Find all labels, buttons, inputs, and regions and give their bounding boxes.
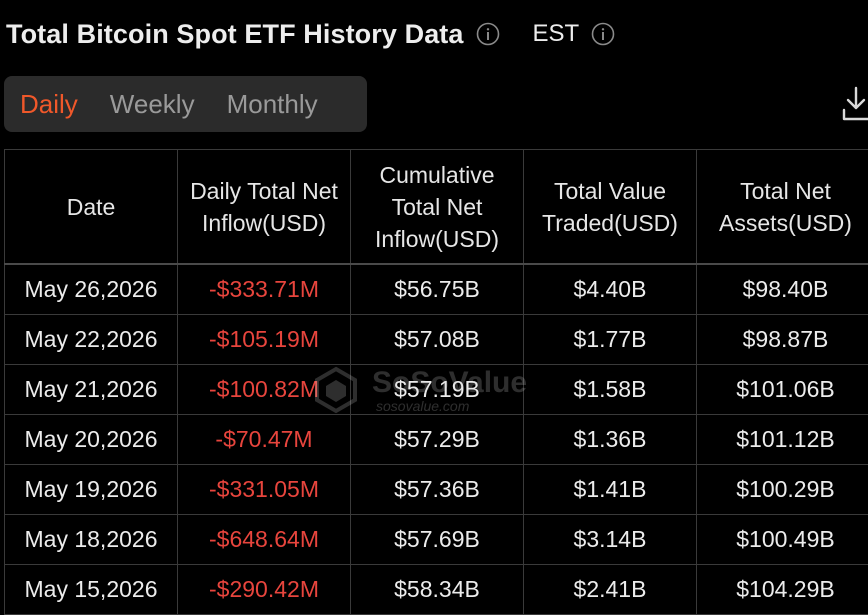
timezone-info-icon[interactable] bbox=[591, 22, 615, 46]
column-header-date: Date bbox=[5, 150, 178, 265]
info-icon[interactable] bbox=[476, 22, 500, 46]
total-value-traded-cell: $1.58B bbox=[524, 365, 697, 415]
total-net-assets-cell: $100.49B bbox=[697, 515, 868, 565]
total-net-assets-cell: $104.29B bbox=[697, 565, 868, 615]
total-value-traded-cell: $1.41B bbox=[524, 465, 697, 515]
cumulative-net-inflow-cell: $57.36B bbox=[351, 465, 524, 515]
table-row: May 22,2026 -$105.19M $57.08B $1.77B $98… bbox=[5, 315, 868, 365]
cumulative-net-inflow-cell: $57.69B bbox=[351, 515, 524, 565]
table-header-row: Date Daily Total Net Inflow(USD) Cumulat… bbox=[5, 150, 868, 265]
date-cell: May 21,2026 bbox=[5, 365, 178, 415]
total-net-assets-cell: $98.40B bbox=[697, 264, 868, 315]
page-title: Total Bitcoin Spot ETF History Data bbox=[6, 19, 464, 50]
daily-net-inflow-cell: -$100.82M bbox=[178, 365, 351, 415]
daily-net-inflow-cell: -$70.47M bbox=[178, 415, 351, 465]
daily-net-inflow-cell: -$648.64M bbox=[178, 515, 351, 565]
total-net-assets-cell: $101.12B bbox=[697, 415, 868, 465]
cumulative-net-inflow-cell: $57.19B bbox=[351, 365, 524, 415]
total-value-traded-cell: $4.40B bbox=[524, 264, 697, 315]
table-row: May 20,2026 -$70.47M $57.29B $1.36B $101… bbox=[5, 415, 868, 465]
etf-history-table: Date Daily Total Net Inflow(USD) Cumulat… bbox=[4, 149, 868, 615]
table-row: May 15,2026 -$290.42M $58.34B $2.41B $10… bbox=[5, 565, 868, 615]
daily-net-inflow-cell: -$105.19M bbox=[178, 315, 351, 365]
tab-weekly[interactable]: Weekly bbox=[94, 89, 211, 120]
date-cell: May 26,2026 bbox=[5, 264, 178, 315]
column-header-total-value-traded: Total Value Traded(USD) bbox=[524, 150, 697, 265]
cumulative-net-inflow-cell: $57.29B bbox=[351, 415, 524, 465]
total-value-traded-cell: $1.36B bbox=[524, 415, 697, 465]
table-row: May 21,2026 -$100.82M $57.19B $1.58B $10… bbox=[5, 365, 868, 415]
date-cell: May 15,2026 bbox=[5, 565, 178, 615]
column-header-daily-net-inflow: Daily Total Net Inflow(USD) bbox=[178, 150, 351, 265]
total-net-assets-cell: $98.87B bbox=[697, 315, 868, 365]
table-row: May 19,2026 -$331.05M $57.36B $1.41B $10… bbox=[5, 465, 868, 515]
date-cell: May 19,2026 bbox=[5, 465, 178, 515]
total-value-traded-cell: $1.77B bbox=[524, 315, 697, 365]
cumulative-net-inflow-cell: $58.34B bbox=[351, 565, 524, 615]
download-icon[interactable] bbox=[842, 86, 868, 122]
total-net-assets-cell: $101.06B bbox=[697, 365, 868, 415]
table-row: May 26,2026 -$333.71M $56.75B $4.40B $98… bbox=[5, 264, 868, 315]
daily-net-inflow-cell: -$290.42M bbox=[178, 565, 351, 615]
cumulative-net-inflow-cell: $56.75B bbox=[351, 264, 524, 315]
cumulative-net-inflow-cell: $57.08B bbox=[351, 315, 524, 365]
column-header-cumulative-net-inflow: Cumulative Total Net Inflow(USD) bbox=[351, 150, 524, 265]
date-cell: May 18,2026 bbox=[5, 515, 178, 565]
timezone-label: EST bbox=[533, 20, 580, 48]
column-header-total-net-assets: Total Net Assets(USD) bbox=[697, 150, 868, 265]
tab-daily[interactable]: Daily bbox=[4, 89, 94, 120]
date-cell: May 20,2026 bbox=[5, 415, 178, 465]
tab-monthly[interactable]: Monthly bbox=[211, 89, 334, 120]
date-cell: May 22,2026 bbox=[5, 315, 178, 365]
total-net-assets-cell: $100.29B bbox=[697, 465, 868, 515]
header: Total Bitcoin Spot ETF History Data EST bbox=[6, 14, 615, 54]
total-value-traded-cell: $2.41B bbox=[524, 565, 697, 615]
period-tabs: Daily Weekly Monthly bbox=[4, 76, 367, 132]
daily-net-inflow-cell: -$331.05M bbox=[178, 465, 351, 515]
daily-net-inflow-cell: -$333.71M bbox=[178, 264, 351, 315]
table-row: May 18,2026 -$648.64M $57.69B $3.14B $10… bbox=[5, 515, 868, 565]
total-value-traded-cell: $3.14B bbox=[524, 515, 697, 565]
